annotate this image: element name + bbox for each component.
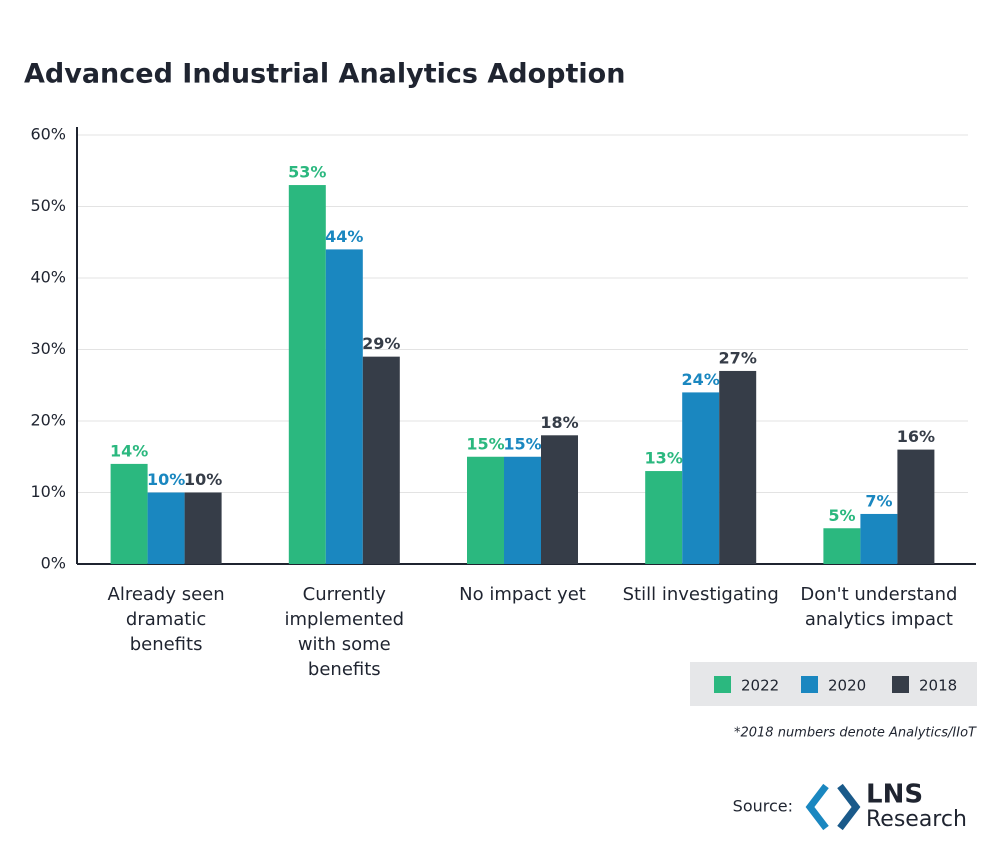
legend-swatch <box>801 676 818 693</box>
logo-subtext: Research <box>866 807 967 832</box>
data-label: 29% <box>362 334 400 353</box>
legend-label: 2018 <box>919 677 957 695</box>
bar <box>467 456 504 564</box>
data-label: 44% <box>325 227 363 246</box>
bar <box>682 392 720 564</box>
data-label: 10% <box>184 470 222 489</box>
x-tick-label: No impact yet <box>459 584 586 605</box>
bar <box>362 356 400 564</box>
data-label: 13% <box>645 449 683 468</box>
data-label: 18% <box>540 413 578 432</box>
data-label: 14% <box>110 441 148 460</box>
bar <box>897 449 935 564</box>
bar <box>184 492 222 564</box>
logo-icon <box>805 783 861 831</box>
footnote: *2018 numbers denote Analytics/IIoT <box>734 726 977 741</box>
legend-swatch <box>714 676 731 693</box>
chart-title: Advanced Industrial Analytics Adoption <box>24 59 625 90</box>
bar <box>325 249 363 564</box>
bar <box>110 463 148 564</box>
y-tick-label: 0% <box>41 554 66 573</box>
y-tick-label: 20% <box>30 411 66 430</box>
y-tick-label: 30% <box>30 339 66 358</box>
data-label: 7% <box>865 491 892 510</box>
y-tick-label: 60% <box>30 125 66 144</box>
data-label: 15% <box>466 434 504 453</box>
bar <box>147 492 185 564</box>
x-tick-label: Already seen dramatic benefits <box>107 584 225 655</box>
data-label: 10% <box>147 470 185 489</box>
data-label: 53% <box>288 163 326 182</box>
data-label: 15% <box>503 434 541 453</box>
bar <box>823 528 861 564</box>
legend-label: 2022 <box>741 677 779 695</box>
data-label: 24% <box>682 370 720 389</box>
bar <box>645 471 683 564</box>
bar <box>541 435 578 564</box>
data-label: 27% <box>719 348 757 367</box>
x-tick-label: Don't understand analytics impact <box>800 584 958 630</box>
legend-label: 2020 <box>828 677 866 695</box>
logo-text: LNS <box>866 780 923 810</box>
legend-box <box>690 662 977 706</box>
x-tick-label: Currently implemented with some benefits <box>284 584 405 680</box>
bar <box>719 370 757 564</box>
bar <box>860 513 898 564</box>
y-tick-label: 50% <box>30 196 66 215</box>
bar <box>504 456 541 564</box>
source-label: Source: <box>733 797 793 816</box>
y-tick-label: 10% <box>30 482 66 501</box>
data-label: 5% <box>828 506 855 525</box>
legend-swatch <box>892 676 909 693</box>
bar <box>288 185 326 565</box>
x-tick-label: Still investigating <box>622 584 779 605</box>
data-label: 16% <box>897 427 935 446</box>
y-tick-label: 40% <box>30 268 66 287</box>
